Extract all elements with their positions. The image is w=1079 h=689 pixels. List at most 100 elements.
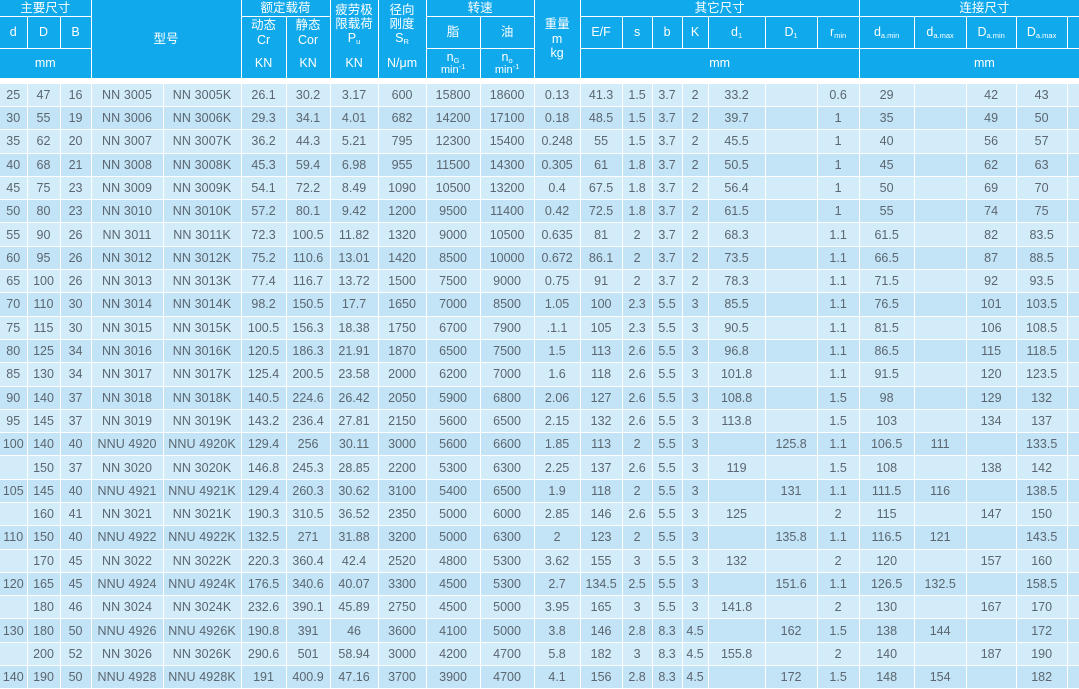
table-header: 主要尺寸 型号 额定载荷 疲劳极 限载荷 Pu 径向 刚度 SR 转速 重量 m… (0, 0, 1079, 84)
cell-model: NN 3012 (91, 246, 164, 271)
cell-b: 5.5 (652, 549, 683, 573)
unit-mounting-dimensions: mm (859, 48, 1079, 78)
cell-cor: 116.7 (286, 269, 331, 294)
table-row: 140 190 50 NNU 4928 NNU 4928K 191 400.9 47.16 37… (0, 665, 1079, 689)
cell-k: 2 (682, 176, 709, 201)
cell-model: NN 3009 (91, 176, 164, 201)
cell-ra-max: 1.1 (1067, 292, 1079, 317)
cell-m: 1.6 (534, 362, 581, 387)
cell-d (0, 502, 28, 527)
cell-sr: 3700 (378, 665, 427, 689)
cell-model: NN 3008 (91, 153, 164, 177)
cell-d: 100 (0, 432, 28, 457)
cell-Da-max: 70 (1016, 176, 1068, 201)
cell-model-k: NN 3017K (163, 362, 242, 387)
cell-pu: 46 (330, 618, 379, 643)
table-row: 200 52 NN 3026 NN 3026K 290.6 501 58.94 3000 420… (0, 642, 1079, 667)
table-row: 95 145 37 NN 3019 NN 3019K 143.2 236.4 27.81 215… (0, 409, 1079, 434)
cell-b: 8.3 (652, 618, 683, 643)
cell-ra-max: 1.5 (1067, 386, 1079, 410)
cell-da-max (914, 455, 967, 480)
cell-Da-max: 138.5 (1016, 479, 1068, 503)
cell-ng: 14200 (426, 106, 481, 131)
cell-d1: 61.5 (708, 199, 766, 224)
cell-da-min: 61.5 (859, 222, 915, 247)
cell-cor: 59.4 (286, 153, 331, 177)
cell-d1: 85.5 (708, 292, 766, 317)
cell-cr: 176.5 (241, 572, 287, 597)
cell-no: 10500 (480, 222, 535, 247)
cell-ra-max: 1 (1067, 106, 1079, 131)
cell-m: 0.18 (534, 106, 581, 131)
cell-ng: 9000 (426, 222, 481, 247)
cell-rmin: 1.1 (817, 246, 860, 271)
cell-ng: 5600 (426, 432, 481, 457)
header-sub-row: d D B 动态 Cr 静态 Cor 脂 油 E/F s b K d1 D1 r… (0, 16, 1079, 49)
cell-Da-min: 87 (966, 246, 1017, 271)
cell-no: 6000 (480, 502, 535, 527)
cell-s: 2 (622, 479, 653, 503)
subheader-da-max: da.max (914, 16, 967, 49)
cell-B: 34 (60, 362, 92, 387)
table-row: 35 62 20 NN 3007 NN 3007K 36.2 44.3 5.21 795 1230… (0, 129, 1079, 154)
table-row: 30 55 19 NN 3006 NN 3006K 29.3 34.1 4.01 682 1420… (0, 106, 1079, 131)
cell-m: 2.25 (534, 455, 581, 480)
cell-model-k: NNU 4920K (163, 432, 242, 457)
cell-pu: 58.94 (330, 642, 379, 667)
cell-d1: 101.8 (708, 362, 766, 387)
cell-da-min: 138 (859, 618, 915, 643)
cell-D1 (765, 642, 818, 667)
cell-b: 5.5 (652, 432, 683, 457)
cell-ra-max: 0.6 (1067, 83, 1079, 107)
cell-ef: 134.5 (580, 572, 623, 597)
cell-model-k: NN 3021K (163, 502, 242, 527)
cell-Da-max: 103.5 (1016, 292, 1068, 317)
cell-da-max (914, 269, 967, 294)
cell-cr: 190.3 (241, 502, 287, 527)
cell-m: 2.15 (534, 409, 581, 434)
cell-D: 68 (27, 153, 61, 177)
cell-Da-max: 63 (1016, 153, 1068, 177)
subheader-D1: D1 (765, 16, 818, 49)
cell-pu: 47.16 (330, 665, 379, 689)
cell-d1: 73.5 (708, 246, 766, 271)
cell-k: 3 (682, 339, 709, 364)
cell-model-k: NNU 4928K (163, 665, 242, 689)
cell-cr: 36.2 (241, 129, 287, 154)
unit-static-load: KN (286, 48, 331, 78)
table-row: 85 130 34 NN 3017 NN 3017K 125.4 200.5 23.58 200… (0, 362, 1079, 387)
cell-rmin: 2 (817, 502, 860, 527)
cell-cr: 120.5 (241, 339, 287, 364)
cell-Da-max: 93.5 (1016, 269, 1068, 294)
cell-cor: 156.3 (286, 316, 331, 340)
cell-model-k: NN 3015K (163, 316, 242, 340)
cell-model: NN 3016 (91, 339, 164, 364)
cell-B: 52 (60, 642, 92, 667)
table-row: 130 180 50 NNU 4926 NNU 4926K 190.8 391 46 3600 4… (0, 618, 1079, 643)
cell-cr: 132.5 (241, 525, 287, 550)
cell-ra-max: 1 (1067, 199, 1079, 224)
cell-ng: 11500 (426, 153, 481, 177)
cell-s: 1.8 (622, 199, 653, 224)
cell-Da-min: 120 (966, 362, 1017, 387)
cell-model-k: NN 3026K (163, 642, 242, 667)
cell-ra-max: 1.1 (1067, 269, 1079, 294)
cell-k: 3 (682, 502, 709, 527)
cell-pu: 5.21 (330, 129, 379, 154)
cell-D1 (765, 455, 818, 480)
cell-da-min: 106.5 (859, 432, 915, 457)
cell-B: 50 (60, 665, 92, 689)
cell-s: 2.6 (622, 409, 653, 434)
cell-sr: 1870 (378, 339, 427, 364)
cell-B: 16 (60, 83, 92, 107)
cell-da-max (914, 106, 967, 131)
cell-s: 3 (622, 642, 653, 667)
cell-b: 3.7 (652, 106, 683, 131)
cell-k: 3 (682, 386, 709, 410)
cell-s: 3 (622, 549, 653, 573)
cell-cr: 220.3 (241, 549, 287, 573)
cell-model: NNU 4926 (91, 618, 164, 643)
cell-k: 3 (682, 525, 709, 550)
cell-s: 3 (622, 595, 653, 620)
cell-no: 18600 (480, 83, 535, 107)
